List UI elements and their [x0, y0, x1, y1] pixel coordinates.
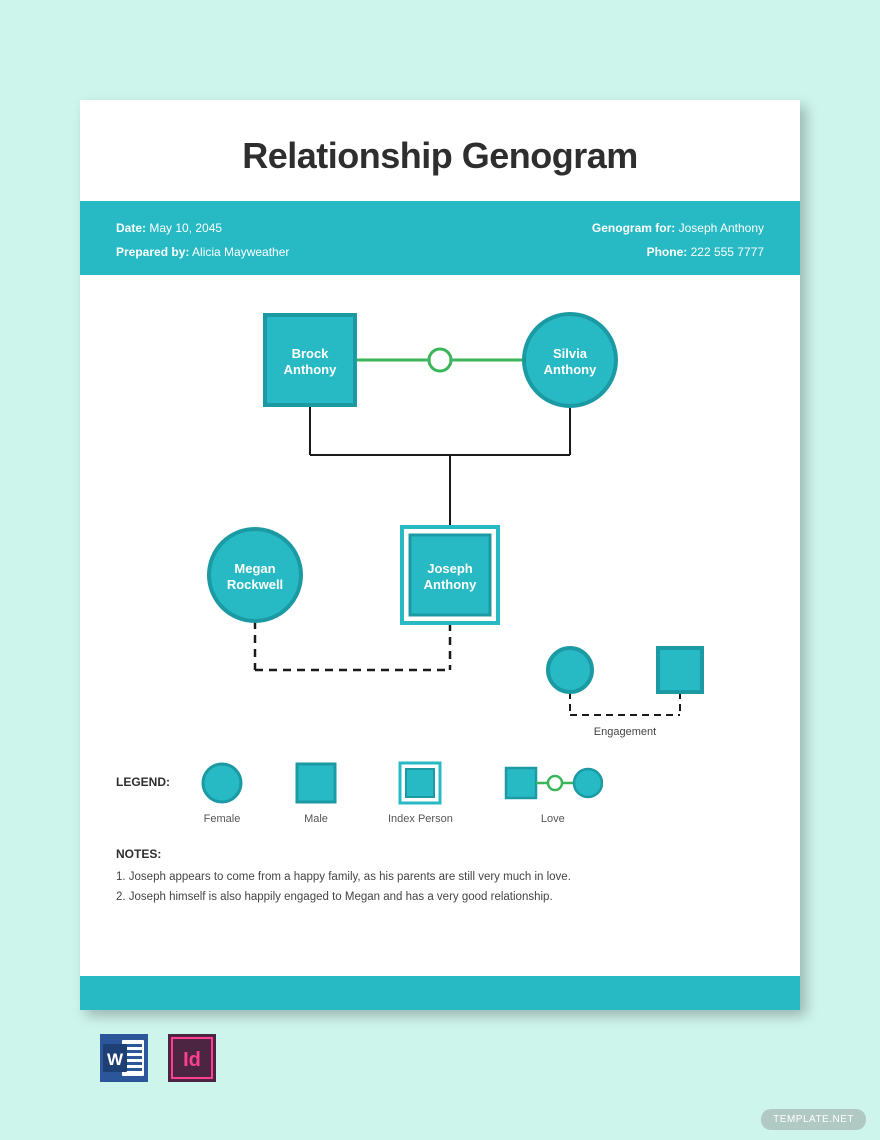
phone-label: Phone: — [647, 245, 688, 259]
legend-label: Index Person — [388, 813, 453, 825]
note-line: 2. Joseph himself is also happily engage… — [116, 891, 764, 903]
legend-row: LEGEND: Female Male Index Person Love — [80, 761, 800, 825]
svg-text:Silvia: Silvia — [553, 346, 588, 361]
svg-text:Id: Id — [183, 1049, 201, 1071]
legend-item-index: Index Person — [388, 761, 453, 825]
svg-text:Anthony: Anthony — [544, 362, 597, 377]
genogram-canvas: EngagementBrockAnthonySilviaAnthonyMegan… — [80, 275, 800, 755]
app-icons-row: W Id — [100, 1034, 216, 1082]
indesign-icon: Id — [168, 1034, 216, 1082]
node-sym_f — [548, 648, 592, 692]
date-label: Date: — [116, 221, 146, 235]
notes-title: NOTES: — [116, 847, 764, 861]
document-page: Relationship Genogram Date: May 10, 2045… — [80, 100, 800, 1010]
phone-value: 222 555 7777 — [691, 245, 764, 259]
svg-text:Anthony: Anthony — [424, 577, 477, 592]
info-phone: Phone: 222 555 7777 — [592, 245, 764, 259]
node-joseph: JosephAnthony — [402, 527, 498, 623]
legend-label: Female — [204, 813, 241, 825]
legend-item-male: Male — [294, 761, 338, 825]
svg-text:Anthony: Anthony — [284, 362, 337, 377]
legend-items: Female Male Index Person Love — [200, 761, 764, 825]
for-value: Joseph Anthony — [679, 221, 764, 235]
svg-text:Megan: Megan — [234, 561, 275, 576]
svg-text:Engagement: Engagement — [594, 726, 656, 738]
node-silvia: SilviaAnthony — [524, 314, 616, 406]
legend-label: Love — [541, 813, 565, 825]
info-band: Date: May 10, 2045 Prepared by: Alicia M… — [80, 205, 800, 275]
for-label: Genogram for: — [592, 221, 675, 235]
prepared-value: Alicia Mayweather — [192, 245, 289, 259]
svg-text:W: W — [107, 1050, 124, 1069]
info-left-column: Date: May 10, 2045 Prepared by: Alicia M… — [116, 221, 289, 259]
note-line: 1. Joseph appears to come from a happy f… — [116, 871, 764, 883]
word-icon: W — [100, 1034, 148, 1082]
svg-text:Joseph: Joseph — [427, 561, 473, 576]
prepared-label: Prepared by: — [116, 245, 189, 259]
page-title: Relationship Genogram — [80, 100, 800, 201]
info-prepared: Prepared by: Alicia Mayweather — [116, 245, 289, 259]
svg-text:Brock: Brock — [292, 346, 330, 361]
bottom-accent-band — [80, 976, 800, 1010]
info-date: Date: May 10, 2045 — [116, 221, 289, 235]
legend-title: LEGEND: — [116, 761, 170, 789]
legend-item-female: Female — [200, 761, 244, 825]
svg-text:Rockwell: Rockwell — [227, 577, 283, 592]
genogram-svg: EngagementBrockAnthonySilviaAnthonyMegan… — [80, 275, 800, 755]
node-sym_m — [658, 648, 702, 692]
info-right-column: Genogram for: Joseph Anthony Phone: 222 … — [592, 221, 764, 259]
notes-section: NOTES: 1. Joseph appears to come from a … — [80, 825, 800, 903]
legend-item-love: Love — [503, 761, 603, 825]
legend-label: Male — [304, 813, 328, 825]
watermark-badge: TEMPLATE.NET — [761, 1109, 866, 1130]
date-value: May 10, 2045 — [149, 221, 222, 235]
node-brock: BrockAnthony — [265, 315, 355, 405]
node-megan: MeganRockwell — [209, 529, 301, 621]
info-for: Genogram for: Joseph Anthony — [592, 221, 764, 235]
